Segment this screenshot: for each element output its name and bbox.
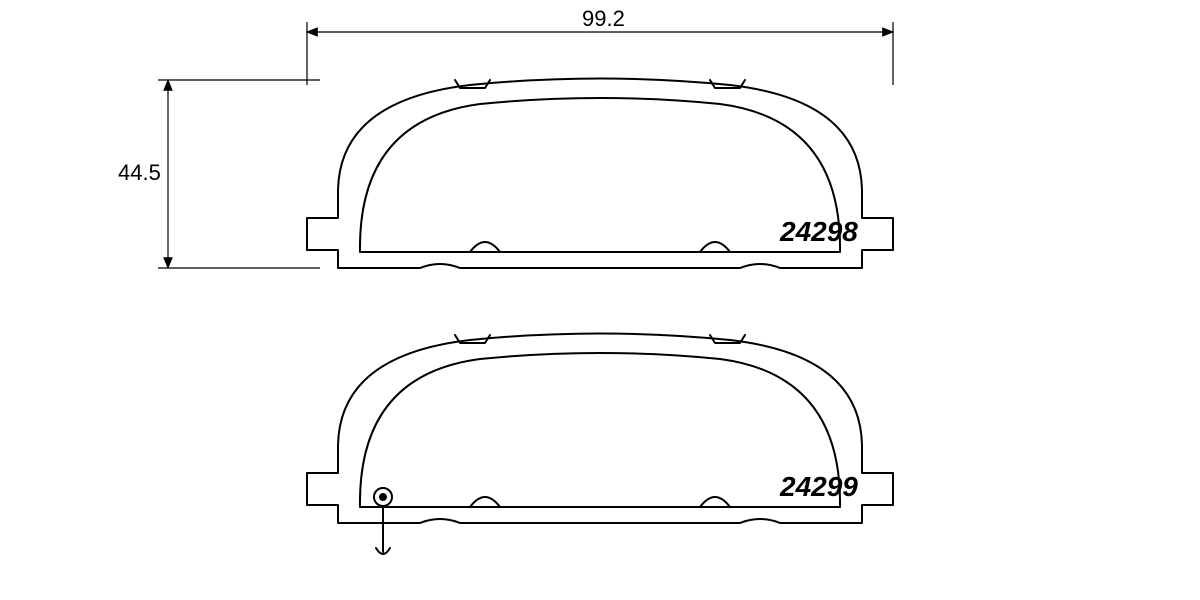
drawing-canvas: 99.2 44.5 24298 24299 <box>0 0 1200 600</box>
part-number-top: 24298 <box>780 216 858 248</box>
height-dimension <box>158 80 320 268</box>
brake-pad-bottom <box>307 334 893 555</box>
part-number-bottom: 24299 <box>780 471 858 503</box>
height-dimension-label: 44.5 <box>118 160 161 186</box>
width-dimension-label: 99.2 <box>582 6 625 32</box>
drawing-svg <box>0 0 1200 600</box>
